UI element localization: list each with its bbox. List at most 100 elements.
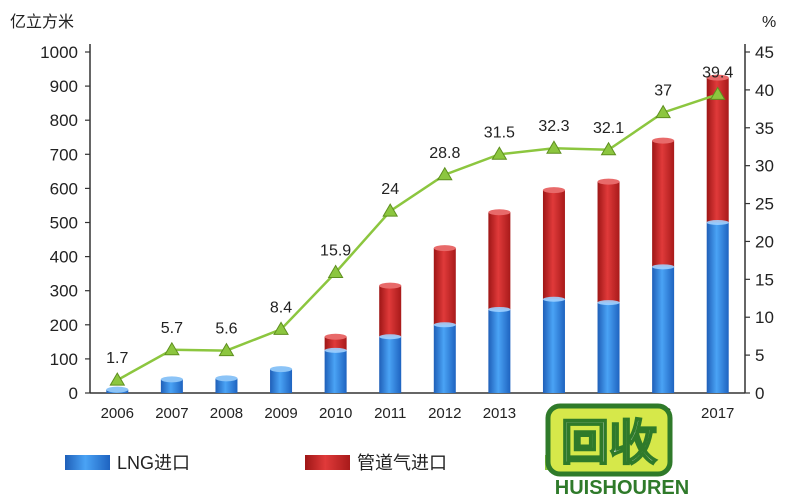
watermark-logo: 回收 HUISHOUREN [545, 403, 689, 499]
bar-lng-import [488, 309, 511, 393]
bar-top-cap [270, 366, 293, 373]
dependency-point [164, 341, 180, 356]
dependency-line-path [116, 93, 719, 382]
dependency-value-label: 8.4 [270, 299, 292, 316]
axes: 0 100 200 300 400 500 600 700 800 900 1000 0 5 10 15 20… [10, 13, 776, 422]
bar-joint [488, 306, 511, 312]
dependency-value-label: 5.6 [215, 321, 237, 338]
dependency-point [382, 203, 399, 217]
bar-lng-import [597, 302, 620, 393]
bar-pipeline-import [542, 190, 565, 300]
legend-swatch [305, 455, 350, 470]
dependency-point [709, 86, 726, 100]
dependency-point [600, 141, 617, 156]
bar-pipeline-import [706, 77, 729, 223]
bars [106, 74, 729, 393]
watermark-badge [545, 403, 673, 477]
dependency-point [273, 321, 289, 335]
dependency-value-label: 39.4 [702, 64, 733, 81]
dependency-point [109, 372, 126, 386]
left-tick-label: 800 [50, 111, 78, 130]
left-tick-label: 400 [50, 248, 78, 267]
dependency-value-label: 28.8 [429, 145, 460, 162]
data-labels: 1.7 5.7 5.6 8.4 15.9 24 28.8 31.5 32.3 32.1 37 39.4 [106, 64, 733, 367]
left-axis-unit: 亿立方米 [10, 13, 74, 31]
right-tick-label: 10 [755, 308, 774, 327]
dependency-value-label: 32.1 [593, 120, 624, 137]
bar-joint [706, 220, 729, 225]
bar-pipeline-import [597, 181, 620, 303]
left-tick-label: 300 [50, 282, 78, 301]
right-tick-label: 30 [755, 157, 774, 176]
x-tick-label: 2009 [264, 405, 297, 422]
right-tick-label: 0 [755, 384, 764, 403]
dependency-value-label: 31.5 [484, 124, 515, 141]
legend-label: LNG进口 [117, 453, 190, 473]
x-tick-label: 2010 [319, 405, 352, 422]
dependency-value-label: 37 [654, 83, 672, 100]
bar-lng-import [706, 222, 729, 393]
right-tick-label: 5 [755, 346, 764, 365]
right-tick-label: 35 [755, 119, 774, 138]
bar-top-cap [652, 137, 675, 144]
dependency-point [327, 264, 344, 279]
right-tick-label: 20 [755, 232, 774, 251]
bar-lng-import [215, 378, 238, 393]
right-tick-label: 15 [755, 270, 774, 289]
bar-pipeline-import [652, 140, 675, 267]
bar-pipeline-import [324, 336, 347, 351]
left-tick-label: 500 [50, 214, 78, 233]
right-tick-label: 25 [755, 195, 774, 214]
bar-lng-import [160, 379, 183, 393]
left-tick-label: 100 [50, 350, 78, 369]
bar-joint [652, 264, 675, 270]
bar-lng-import [270, 369, 293, 393]
x-tick-label: 2017 [701, 405, 734, 422]
bar-joint [542, 296, 565, 302]
bar-pipeline-import [379, 285, 402, 337]
bar-top-cap [542, 187, 565, 194]
bar-top-cap [106, 386, 129, 393]
bar-top-cap [597, 178, 620, 185]
bar-lng-import [542, 299, 565, 393]
bar-lng-import [324, 350, 347, 393]
bar-lng-import [379, 336, 402, 393]
bar-top-cap [433, 245, 456, 252]
x-tick-label: 2011 [374, 405, 406, 422]
left-tick-label: 900 [50, 77, 78, 96]
bar-lng-import [433, 324, 456, 393]
left-tick-label: 1000 [40, 43, 78, 62]
dependency-point [546, 140, 562, 154]
left-tick-label: 700 [50, 145, 78, 164]
dependency-value-label: 1.7 [106, 350, 128, 367]
dependency-value-label: 5.7 [161, 320, 183, 337]
watermark-main-text: 回收 [561, 417, 657, 470]
bar-pipeline-import [433, 248, 456, 325]
left-tick-label: 0 [69, 384, 78, 403]
bar-lng-import [652, 266, 675, 393]
right-tick-label: 45 [755, 43, 774, 62]
dependency-value-label: 32.3 [538, 118, 569, 135]
left-tick-label: 200 [50, 316, 78, 335]
x-tick-label: 2013 [483, 405, 516, 422]
bar-top-cap [324, 333, 347, 340]
dependency-point [218, 342, 235, 357]
right-axis-unit: % [762, 14, 776, 31]
bar-top-cap [379, 282, 402, 289]
dependency-value-label: 24 [381, 181, 399, 198]
bar-top-cap [160, 376, 183, 383]
legend-label: 管道气进口 [357, 453, 447, 473]
bar-pipeline-import [488, 212, 511, 310]
bar-top-cap [706, 74, 729, 81]
x-tick-label: 2007 [155, 405, 188, 422]
dependency-line [109, 86, 726, 386]
dependency-point [436, 166, 453, 181]
dependency-point [655, 104, 671, 119]
x-tick-label: 2008 [210, 405, 243, 422]
dependency-point [491, 146, 508, 160]
bar-joint [597, 300, 620, 306]
bar-joint [324, 347, 347, 353]
bar-joint [379, 334, 402, 340]
x-tick-label: 2006 [101, 405, 134, 422]
